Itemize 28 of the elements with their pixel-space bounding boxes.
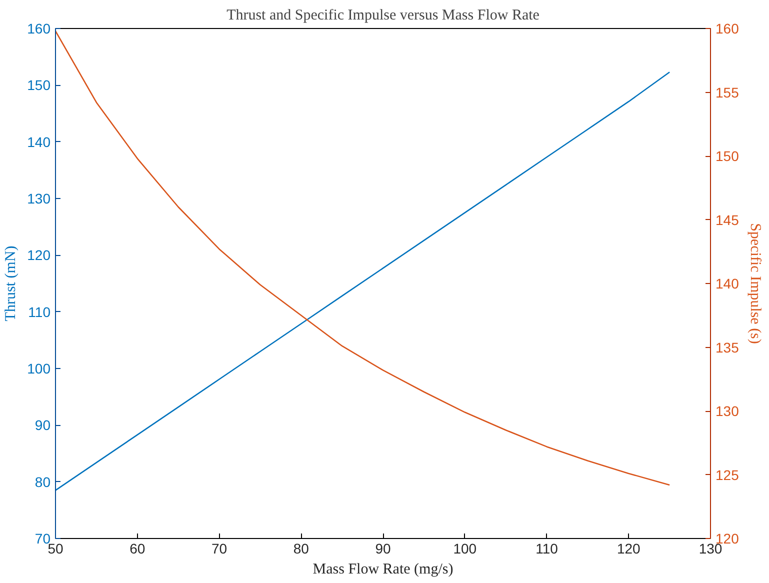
x-tick-label: 90 [375, 540, 391, 556]
chart-title: Thrust and Specific Impulse versus Mass Flow Rate [226, 8, 540, 24]
y2-axis-title: Specific Impulse (s) [746, 223, 763, 344]
y2-tick-label: 150 [716, 148, 740, 164]
x-tick-label: 80 [293, 540, 310, 556]
x-tick-label: 110 [536, 540, 558, 556]
y-tick-label: 130 [27, 190, 51, 206]
y-tick-label: 100 [27, 360, 51, 376]
y-tick-label: 110 [28, 304, 51, 320]
y-tick-label: 160 [27, 20, 51, 36]
y-tick-label: 120 [27, 247, 51, 264]
x-tick-label: 70 [211, 540, 228, 556]
y2-tick-label: 145 [716, 212, 740, 228]
x-tick-label: 100 [453, 540, 477, 556]
x-axis-title: Mass Flow Rate (mg/s) [312, 562, 454, 578]
y-tick-label: 150 [27, 77, 51, 94]
x-tick-label: 60 [130, 540, 146, 556]
y2-tick-label: 130 [716, 403, 740, 419]
y2-tick-label: 155 [716, 84, 740, 100]
y-tick-label: 80 [34, 474, 51, 490]
y2-tick-label: 160 [716, 20, 740, 36]
y2-tick-label: 140 [716, 276, 740, 292]
y-tick-label: 90 [34, 417, 51, 434]
y-tick-label: 140 [27, 134, 51, 150]
y-axis-title: Thrust (mN) [3, 246, 20, 322]
x-tick-label: 120 [616, 540, 641, 556]
y2-tick-label: 125 [716, 466, 740, 483]
y2-tick-label: 135 [716, 339, 740, 356]
